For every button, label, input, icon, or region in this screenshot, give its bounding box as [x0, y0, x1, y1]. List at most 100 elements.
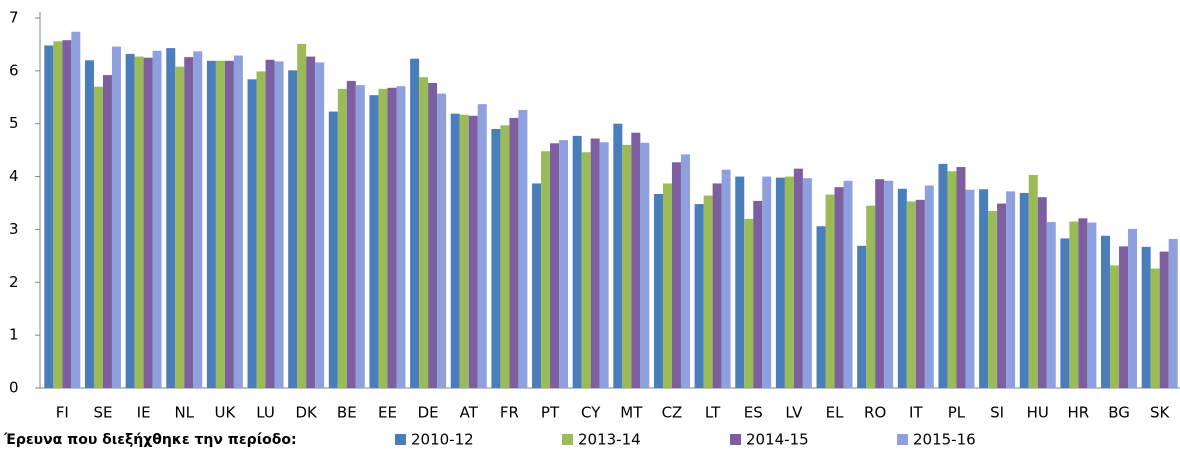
- bar: [134, 56, 144, 388]
- bar: [572, 135, 582, 388]
- bar: [346, 80, 356, 389]
- bar: [956, 167, 966, 388]
- x-tick-label: UK: [214, 404, 236, 422]
- bar: [93, 86, 103, 388]
- bar: [53, 41, 63, 388]
- bar: [315, 62, 325, 389]
- bar: [735, 176, 745, 388]
- bar: [825, 194, 835, 388]
- bar: [581, 152, 591, 388]
- legend-swatch: [562, 434, 573, 445]
- bar: [84, 60, 94, 389]
- bar: [599, 142, 609, 388]
- bar: [1119, 246, 1129, 388]
- legend-label: 2010-12: [411, 431, 474, 449]
- legend-swatch: [897, 434, 908, 445]
- bar: [355, 85, 365, 388]
- bar: [622, 144, 632, 388]
- x-tick-label: FR: [500, 404, 519, 422]
- x-tick-label: PT: [541, 404, 560, 422]
- bar: [784, 176, 794, 388]
- y-tick-label: 7: [9, 9, 19, 27]
- bar: [694, 204, 704, 388]
- bar: [1028, 174, 1038, 388]
- bar: [947, 171, 957, 388]
- bar: [866, 205, 876, 388]
- bar: [152, 50, 162, 389]
- bar: [721, 169, 731, 388]
- bar: [843, 180, 853, 388]
- bar: [215, 60, 225, 389]
- bar: [857, 245, 867, 388]
- bar: [816, 226, 826, 388]
- bar: [653, 194, 663, 388]
- bar: [396, 86, 406, 388]
- bar: [247, 79, 257, 389]
- bar: [775, 177, 785, 388]
- bar: [62, 40, 72, 388]
- bar: [753, 200, 763, 388]
- bar: [125, 53, 135, 388]
- y-tick-label: 0: [9, 379, 19, 397]
- bar: [997, 203, 1007, 388]
- x-tick-label: BG: [1108, 404, 1130, 422]
- bar: [590, 138, 600, 388]
- x-tick-label: HR: [1068, 404, 1090, 422]
- x-tick-label: BE: [337, 404, 357, 422]
- bar: [1046, 222, 1056, 388]
- bar: [938, 163, 948, 388]
- bar: [1019, 192, 1029, 388]
- x-tick-label: SI: [990, 404, 1004, 422]
- x-tick-label: DE: [418, 404, 439, 422]
- x-tick-label: LT: [705, 404, 721, 422]
- x-tick-label: MT: [620, 404, 643, 422]
- bar: [437, 93, 447, 388]
- x-tick-label: ES: [744, 404, 763, 422]
- bar: [102, 75, 112, 388]
- bar: [1150, 268, 1160, 388]
- bar: [924, 185, 934, 388]
- bar: [1006, 191, 1016, 388]
- bar: [111, 46, 121, 389]
- x-tick-label: AT: [460, 404, 479, 422]
- x-tick-label: CZ: [662, 404, 683, 422]
- x-tick-label: IT: [909, 404, 923, 422]
- bar: [288, 70, 298, 388]
- bar: [500, 125, 510, 389]
- x-tick-label: PL: [948, 404, 966, 422]
- x-tick-label: DK: [295, 404, 318, 422]
- bar: [328, 111, 338, 389]
- bar: [206, 60, 216, 389]
- x-tick-label: CY: [581, 404, 601, 422]
- bar: [559, 140, 569, 388]
- bar: [337, 88, 347, 388]
- bar: [369, 95, 379, 389]
- bar: [233, 55, 243, 389]
- bar: [1110, 265, 1120, 388]
- bar: [518, 109, 528, 388]
- bar: [468, 115, 478, 389]
- bar: [44, 45, 54, 388]
- y-tick-label: 3: [9, 220, 19, 238]
- bar: [744, 218, 754, 388]
- bar: [884, 180, 894, 388]
- y-tick-label: 1: [9, 326, 19, 344]
- bar: [631, 132, 641, 388]
- bar: [965, 189, 975, 388]
- bar: [1159, 251, 1169, 388]
- bar: [256, 71, 266, 388]
- legend-label: 2015-16: [913, 431, 976, 449]
- bar: [640, 142, 650, 388]
- bar: [410, 58, 420, 388]
- bar: [680, 154, 690, 388]
- x-tick-label: SE: [93, 404, 112, 422]
- y-tick-label: 2: [9, 273, 19, 291]
- y-tick-label: 4: [9, 167, 19, 185]
- bar: [224, 60, 234, 389]
- x-tick-label: HU: [1027, 404, 1049, 422]
- bar: [915, 199, 925, 388]
- bar: [671, 162, 681, 388]
- bar: [184, 57, 194, 388]
- bar: [297, 43, 307, 389]
